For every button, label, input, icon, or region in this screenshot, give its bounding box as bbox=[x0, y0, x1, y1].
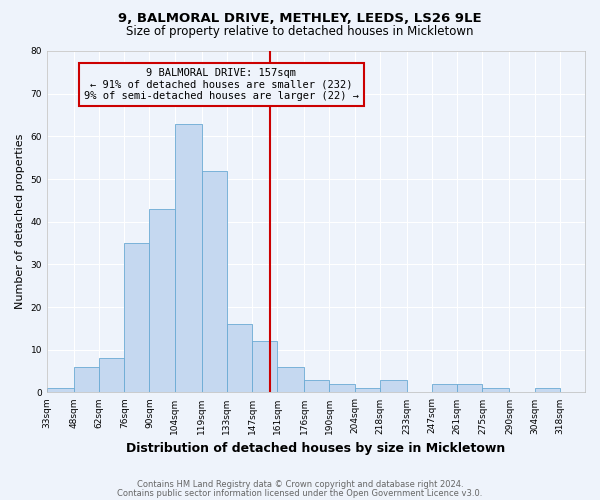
Bar bbox=[99, 358, 124, 392]
Text: Contains public sector information licensed under the Open Government Licence v3: Contains public sector information licen… bbox=[118, 488, 482, 498]
Bar bbox=[432, 384, 457, 392]
X-axis label: Distribution of detached houses by size in Mickletown: Distribution of detached houses by size … bbox=[127, 442, 506, 455]
Y-axis label: Number of detached properties: Number of detached properties bbox=[15, 134, 25, 310]
Text: 9 BALMORAL DRIVE: 157sqm
← 91% of detached houses are smaller (232)
9% of semi-d: 9 BALMORAL DRIVE: 157sqm ← 91% of detach… bbox=[84, 68, 359, 102]
Bar bbox=[355, 388, 380, 392]
Bar bbox=[535, 388, 560, 392]
Bar bbox=[124, 243, 149, 392]
Bar bbox=[482, 388, 509, 392]
Bar bbox=[149, 209, 175, 392]
Bar bbox=[227, 324, 252, 392]
Bar bbox=[74, 367, 99, 392]
Bar bbox=[380, 380, 407, 392]
Bar bbox=[47, 388, 74, 392]
Text: 9, BALMORAL DRIVE, METHLEY, LEEDS, LS26 9LE: 9, BALMORAL DRIVE, METHLEY, LEEDS, LS26 … bbox=[118, 12, 482, 26]
Bar bbox=[175, 124, 202, 392]
Bar bbox=[304, 380, 329, 392]
Bar bbox=[202, 170, 227, 392]
Bar bbox=[457, 384, 482, 392]
Bar bbox=[252, 341, 277, 392]
Bar bbox=[277, 367, 304, 392]
Bar bbox=[329, 384, 355, 392]
Text: Size of property relative to detached houses in Mickletown: Size of property relative to detached ho… bbox=[126, 25, 474, 38]
Text: Contains HM Land Registry data © Crown copyright and database right 2024.: Contains HM Land Registry data © Crown c… bbox=[137, 480, 463, 489]
